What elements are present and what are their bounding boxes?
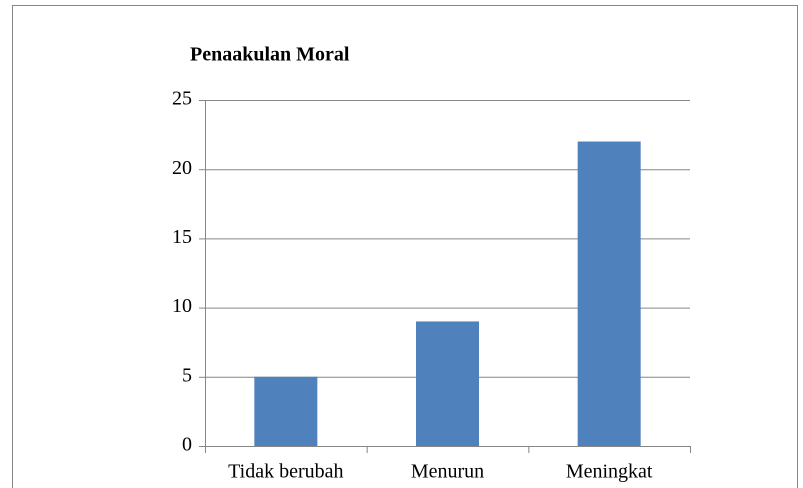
y-tick-label: 15 bbox=[172, 226, 192, 248]
chart-title: Penaakulan Moral bbox=[190, 44, 350, 66]
y-tick-label: 20 bbox=[172, 157, 192, 179]
x-tick-label: Tidak berubah bbox=[228, 461, 343, 483]
bar bbox=[254, 376, 318, 446]
x-tick-label: Meningkat bbox=[566, 461, 653, 483]
bar bbox=[416, 321, 479, 446]
y-tick-label: 0 bbox=[182, 434, 192, 456]
chart-frame bbox=[12, 5, 798, 488]
x-tick-label: Menurun bbox=[411, 461, 484, 483]
bar bbox=[577, 141, 641, 446]
y-tick-label: 10 bbox=[172, 295, 192, 317]
y-tick-label: 5 bbox=[182, 364, 192, 386]
y-tick-label: 25 bbox=[172, 88, 192, 110]
